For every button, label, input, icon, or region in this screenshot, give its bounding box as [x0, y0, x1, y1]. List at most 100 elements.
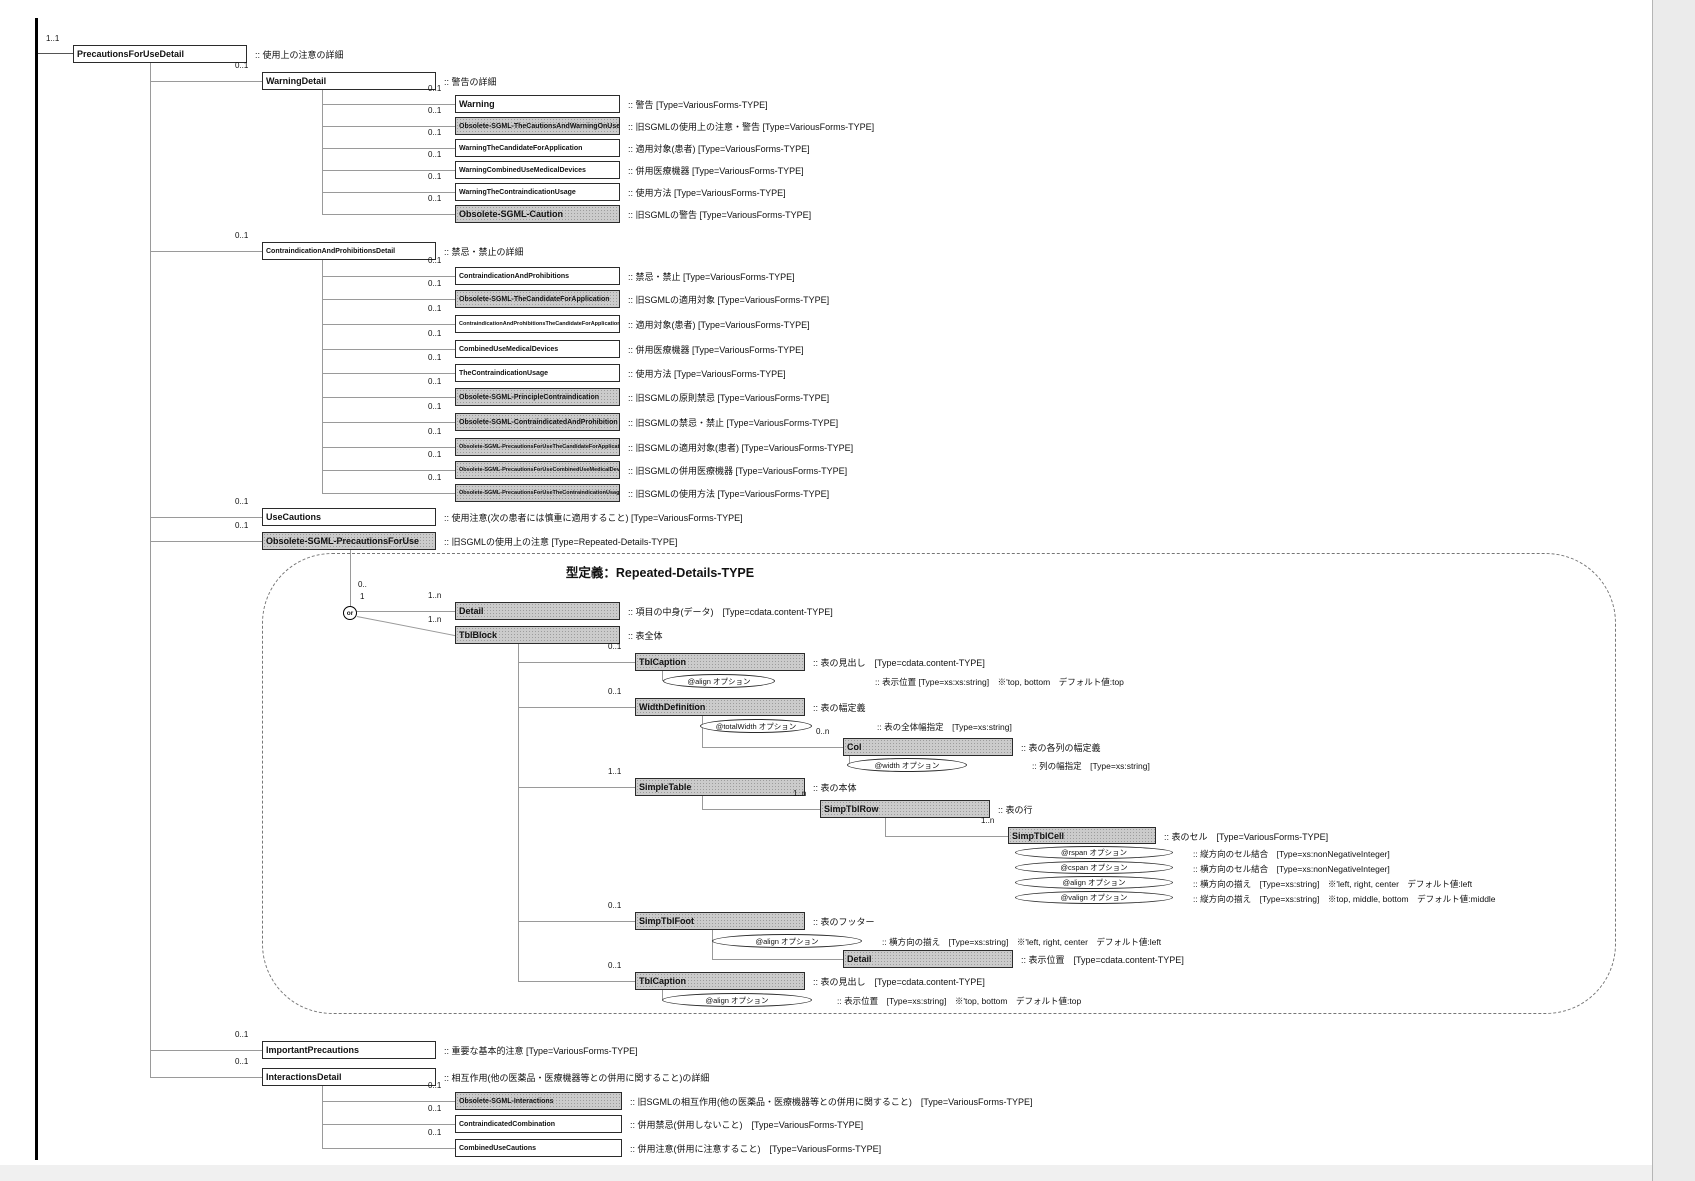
connector-line — [322, 276, 455, 277]
cardinality-label: 0..1 — [428, 172, 442, 181]
cardinality-label: 0..1 — [608, 687, 622, 696]
tree-node-obsolete-principle-contraindication: 0..1 Obsolete-SGML-PrincipleContraindica… — [428, 377, 829, 406]
attribute-annotation: :: 横方向のセル結合 [Type=xs:nonNegativeInteger] — [1193, 864, 1390, 874]
connector-line — [885, 818, 886, 836]
tree-node-obsolete-pfu-candidate: 0..1 Obsolete-SGML-PrecautionsForUseTheC… — [428, 427, 853, 456]
connector-line — [849, 756, 850, 765]
element-annotation: :: 禁忌・禁止 [Type=VariousForms-TYPE] — [628, 272, 795, 282]
element-annotation: :: 旧SGMLの使用上の注意・警告 [Type=VariousForms-TY… — [628, 122, 875, 132]
tree-node-warning-detail: 0..1 WarningDetail :: 警告の詳細 — [235, 61, 497, 90]
connector-line — [712, 959, 843, 960]
element-annotation: :: 併用禁忌(併用しないこと) [Type=VariousForms-TYPE… — [630, 1120, 864, 1130]
connector-line — [322, 447, 455, 448]
cardinality-label: 0..1 — [428, 1104, 442, 1113]
tree-node-obsolete-candidate: 0..1 Obsolete-SGML-TheCandidateForApplic… — [428, 279, 829, 308]
element-box: WarningTheCandidateForApplication — [455, 139, 620, 157]
element-annotation: :: 表の見出し [Type=cdata.content-TYPE] — [813, 977, 985, 987]
cardinality-label: 0..1 — [428, 473, 442, 482]
element-annotation: :: 表のフッター — [813, 917, 875, 927]
element-annotation: :: 表の幅定義 — [813, 703, 866, 713]
attribute-ellipse: @rspan オプション — [1015, 846, 1173, 859]
element-box: SimpTblCell — [1008, 827, 1156, 844]
tree-node-use-cautions: 0..1 UseCautions :: 使用注意(次の患者には慎重に適用すること… — [235, 497, 743, 526]
element-box: Detail — [455, 602, 620, 620]
attribute-ellipse: @align オプション — [1015, 876, 1173, 889]
element-annotation: :: 適用対象(患者) [Type=VariousForms-TYPE] — [628, 144, 810, 154]
element-box: WarningCombinedUseMedicalDevices — [455, 161, 620, 179]
cardinality-label: 0..1 — [428, 279, 442, 288]
element-box: Obsolete-SGML-Caution — [455, 205, 620, 223]
attribute-ellipse: @totalWidth オプション — [700, 719, 812, 733]
element-box: SimpTblFoot — [635, 912, 805, 930]
element-box: Obsolete-SGML-PrecautionsForUse — [262, 532, 436, 550]
element-box: ContraindicationAndProhibitions — [455, 267, 620, 285]
element-box: InteractionsDetail — [262, 1068, 436, 1086]
element-annotation: :: 表全体 — [628, 631, 663, 641]
attribute-annotation: :: 表示位置 [Type=xs:string] ※'top, bottom デ… — [837, 996, 1082, 1006]
element-box: ContraindicatedCombination — [455, 1115, 622, 1133]
element-box: ImportantPrecautions — [262, 1041, 436, 1059]
element-annotation: :: 併用注意(併用に注意すること) [Type=VariousForms-TY… — [630, 1144, 882, 1154]
cardinality-label: 1..1 — [608, 767, 622, 776]
connector-line — [518, 644, 519, 981]
tree-node-detail-foot: 0..n Detail :: 表示位置 [Type=cdata.content-… — [816, 939, 1184, 968]
connector-line — [357, 611, 455, 612]
element-box: Obsolete-SGML-ContraindicatedAndProhibit… — [455, 413, 620, 431]
root-trunk-line — [35, 18, 38, 1160]
tree-node-detail: 1..n Detail :: 項目の中身(データ) [Type=cdata.co… — [428, 591, 833, 620]
connector-line — [322, 1086, 323, 1148]
connector-line — [518, 707, 635, 708]
tree-node-combined-use-medical-devices: 0..1 CombinedUseMedicalDevices :: 併用医療機器… — [428, 329, 804, 358]
element-annotation: :: 使用上の注意の詳細 — [255, 50, 344, 60]
element-annotation: :: 旧SGMLの原則禁忌 [Type=VariousForms-TYPE] — [628, 393, 830, 403]
connector-line — [702, 796, 703, 809]
cardinality-label: 0..1 — [428, 450, 442, 459]
tree-node-obsolete-pfu-contraindication-usage: 0..1 Obsolete-SGML-PrecautionsForUseTheC… — [428, 473, 829, 502]
element-annotation: :: 旧SGMLの適用対象(患者) [Type=VariousForms-TYP… — [628, 443, 854, 453]
element-box: SimpTblRow — [820, 800, 990, 818]
tree-node-obsolete-cautions-and-warning: 0..1 Obsolete-SGML-TheCautionsAndWarning… — [428, 106, 874, 135]
connector-line — [702, 809, 820, 810]
tree-node-simptblfoot: 0..1 SimpTblFoot :: 表のフッター — [608, 901, 875, 930]
connector-line — [322, 324, 455, 325]
connector-line — [322, 148, 455, 149]
attribute-ellipse: @align オプション — [662, 993, 812, 1007]
cardinality-label: 0..1 — [428, 106, 442, 115]
tree-node-simpletable: 1..1 SimpleTable :: 表の本体 — [608, 767, 857, 796]
connector-line — [702, 747, 843, 748]
connector-line — [322, 90, 323, 214]
attribute-annotation: :: 横方向の揃え [Type=xs:string] ※'left, right… — [882, 937, 1162, 947]
attr-cell-align: @align オプション :: 横方向の揃え [Type=xs:string] … — [1015, 876, 1472, 889]
cardinality-label: 0..1 — [428, 84, 442, 93]
type-definition-container — [262, 553, 1616, 1014]
element-annotation: :: 重要な基本的注意 [Type=VariousForms-TYPE] — [444, 1046, 638, 1056]
cardinality-label: 1..n — [428, 591, 442, 600]
element-annotation: :: 表の各列の幅定義 — [1021, 743, 1101, 753]
attribute-ellipse: @width オプション — [847, 758, 967, 772]
element-box: Obsolete-SGML-PrecautionsForUseTheCandid… — [455, 438, 620, 456]
tree-node-warning-combined-use: 0..1 WarningCombinedUseMedicalDevices ::… — [428, 150, 804, 179]
element-box: PrecautionsForUseDetail — [73, 45, 247, 63]
cardinality-label: 0..1 — [428, 329, 442, 338]
element-annotation: :: 警告の詳細 — [444, 77, 497, 87]
element-box: Obsolete-SGML-PrecautionsForUseTheContra… — [455, 484, 620, 502]
cardinality-label: 0..1 — [428, 402, 442, 411]
tree-node-widthdefinition: 0..1 WidthDefinition :: 表の幅定義 — [608, 687, 866, 716]
element-box: TblBlock — [455, 626, 620, 644]
tree-node-obsolete-caution: 0..1 Obsolete-SGML-Caution :: 旧SGMLの警告 [… — [428, 194, 811, 223]
choice-cardinality-bottom: 1 — [360, 592, 365, 601]
connector-line — [322, 260, 323, 493]
element-box: Obsolete-SGML-Interactions — [455, 1092, 622, 1110]
type-definition-title: 型定義：Repeated-Details-TYPE — [565, 566, 755, 580]
connector-line — [322, 470, 455, 471]
connector-line — [322, 1101, 455, 1102]
attr-rspan: @rspan オプション :: 縦方向のセル結合 [Type=xs:nonNeg… — [1015, 846, 1390, 859]
element-annotation: :: 使用方法 [Type=VariousForms-TYPE] — [628, 369, 786, 379]
tree-node-warning: 0..1 Warning :: 警告 [Type=VariousForms-TY… — [428, 84, 768, 113]
element-annotation: :: 表の行 — [998, 805, 1033, 815]
connector-line — [150, 1077, 262, 1078]
connector-line — [702, 716, 703, 747]
connector-line — [322, 422, 455, 423]
element-annotation: :: 使用方法 [Type=VariousForms-TYPE] — [628, 188, 786, 198]
element-annotation: :: 旧SGMLの禁忌・禁止 [Type=VariousForms-TYPE] — [628, 418, 839, 428]
